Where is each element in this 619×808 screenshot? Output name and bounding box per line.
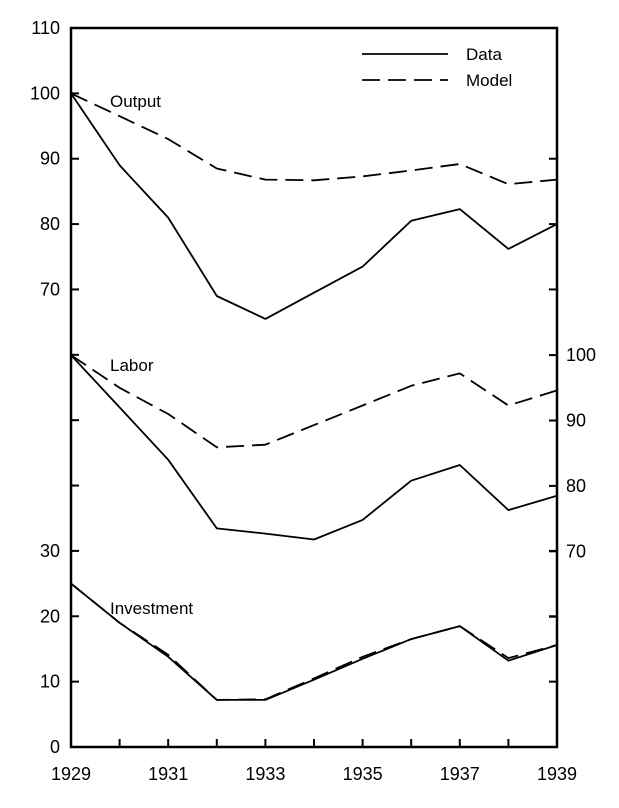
- left-tick-label: 20: [40, 606, 60, 626]
- x-tick-label: 1939: [537, 764, 577, 784]
- right-tick-label: 80: [566, 476, 586, 496]
- left-tick-label: 90: [40, 149, 60, 169]
- investment-model-line: [70, 582, 558, 701]
- output-data-line: [70, 92, 558, 320]
- axes: 1929 1931 1933 1935 1937 1939 0 10 20 30 70 80 90 100…: [30, 18, 596, 784]
- series-lines: [70, 92, 558, 701]
- left-tick-label: 30: [40, 541, 60, 561]
- legend-label-data: Data: [466, 45, 502, 64]
- investment-data-line: [70, 582, 558, 701]
- left-tick-label: 0: [50, 737, 60, 757]
- output-model-line: [70, 92, 558, 186]
- legend-label-model: Model: [466, 71, 512, 90]
- series-label-investment: Investment: [110, 599, 193, 618]
- series-label-labor: Labor: [110, 356, 154, 375]
- x-tick-label: 1929: [51, 764, 91, 784]
- right-tick-label: 70: [566, 541, 586, 561]
- labor-data-line: [70, 354, 558, 541]
- left-tick-label: 110: [31, 18, 60, 38]
- left-tick-label: 70: [40, 279, 60, 299]
- series-label-output: Output: [110, 92, 161, 111]
- left-tick-label: 80: [40, 214, 60, 234]
- labor-model-line: [70, 354, 558, 449]
- series-labels: Output Labor Investment: [110, 92, 193, 618]
- legend: Data Model: [362, 45, 512, 90]
- left-tick-label: 100: [30, 83, 60, 103]
- left-tick-label: 10: [40, 672, 60, 692]
- right-tick-label: 100: [566, 345, 596, 365]
- x-tick-label: 1935: [343, 764, 383, 784]
- x-tick-label: 1931: [148, 764, 188, 784]
- x-tick-label: 1937: [440, 764, 480, 784]
- right-tick-label: 90: [566, 411, 586, 431]
- x-tick-label: 1933: [245, 764, 285, 784]
